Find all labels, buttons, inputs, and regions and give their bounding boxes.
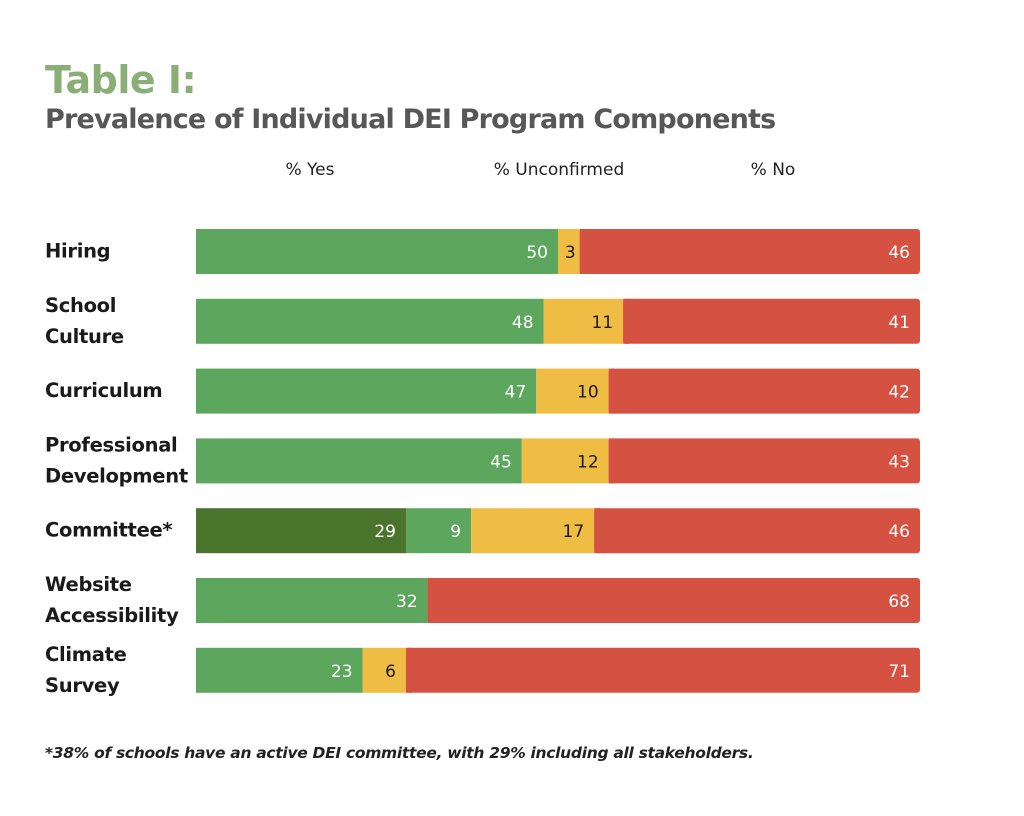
bar-segment-edge	[608, 438, 615, 484]
bar-row: Website Accessibility 32 68	[45, 573, 920, 627]
data-label: 29	[374, 522, 396, 542]
data-label: 41	[888, 313, 910, 333]
bar-row: Curriculum 47 10 42	[45, 368, 920, 414]
bar-segment-edge	[405, 647, 412, 693]
category-label: Committee*	[45, 519, 172, 542]
bar-segment-yes	[196, 647, 363, 693]
bar-row: Committee* 29 9 17 46	[45, 508, 920, 554]
category-label: Climate	[45, 643, 127, 666]
bar-segment-yes	[196, 368, 537, 414]
bar-row: Climate Survey 23 6 71	[45, 643, 921, 697]
bar-segment-no	[608, 368, 920, 414]
category-label: Survey	[45, 674, 120, 697]
data-label: 11	[592, 313, 614, 333]
data-label: 46	[888, 243, 910, 263]
bar-row: Hiring 50 3 46	[45, 229, 920, 274]
legend-no: % No	[750, 160, 796, 180]
bar-segment-no	[405, 647, 921, 693]
bar-segment-yes-all-stakeholders	[196, 508, 406, 554]
bar-segment-no	[579, 229, 920, 274]
data-label: 48	[512, 313, 534, 333]
bar-segment-unconfirmed	[471, 508, 595, 554]
category-label: Professional	[45, 433, 177, 456]
data-label: 10	[577, 383, 599, 403]
data-label: 23	[331, 662, 353, 682]
data-label: 17	[563, 522, 585, 542]
data-label: 9	[450, 522, 461, 542]
bar-segment-yes	[405, 508, 472, 554]
bar-segment-unconfirmed	[536, 368, 609, 414]
bar-segment-unconfirmed	[558, 229, 580, 274]
bar-segment-edge	[623, 298, 630, 344]
data-label: 3	[565, 243, 576, 263]
data-label: 6	[385, 662, 396, 682]
data-label: 43	[888, 452, 910, 472]
legend-unconfirmed: % Unconfirmed	[493, 160, 625, 180]
data-label: 71	[888, 662, 910, 682]
bar-segment-yes	[196, 298, 544, 344]
bar-segment-edge	[594, 508, 601, 554]
bar-segment-unconfirmed	[543, 298, 624, 344]
category-label: School	[45, 294, 116, 317]
chart-title: Table I:	[45, 58, 197, 102]
category-label: Development	[45, 464, 188, 487]
bar-row: Professional Development 45 12 43	[45, 433, 920, 487]
chart-subtitle: Prevalence of Individual DEI Program Com…	[45, 104, 776, 135]
data-label: 45	[490, 452, 512, 472]
category-label: Hiring	[45, 240, 110, 263]
data-label: 46	[888, 522, 910, 542]
footnote: *38% of schools have an active DEI commi…	[45, 744, 754, 762]
bar-segment-yes	[196, 578, 428, 623]
bar-segment-edge	[427, 578, 434, 623]
category-label: Accessibility	[45, 604, 179, 627]
category-label: Culture	[45, 325, 124, 348]
category-label: Curriculum	[45, 379, 162, 402]
data-label: 32	[396, 592, 418, 612]
bar-row: School Culture 48 11 41	[45, 294, 920, 348]
bar-segment-no	[623, 298, 920, 344]
bar-segment-no	[608, 438, 920, 484]
bar-segment-yes	[196, 438, 522, 484]
data-label: 68	[888, 592, 910, 612]
bar-segment-no	[594, 508, 920, 554]
bar-segment-no	[427, 578, 920, 623]
data-label: 42	[888, 383, 910, 403]
bar-segment-yes	[196, 229, 558, 274]
legend-yes: % Yes	[285, 160, 335, 180]
bar-segment-edge	[608, 368, 615, 414]
category-label: Website	[45, 573, 132, 596]
bar-segment-unconfirmed	[521, 438, 609, 484]
bar-segment-unconfirmed	[362, 647, 406, 693]
bar-segment-edge	[579, 229, 586, 274]
data-label: 47	[505, 383, 527, 403]
data-label: 12	[577, 452, 599, 472]
data-label: 50	[526, 243, 548, 263]
